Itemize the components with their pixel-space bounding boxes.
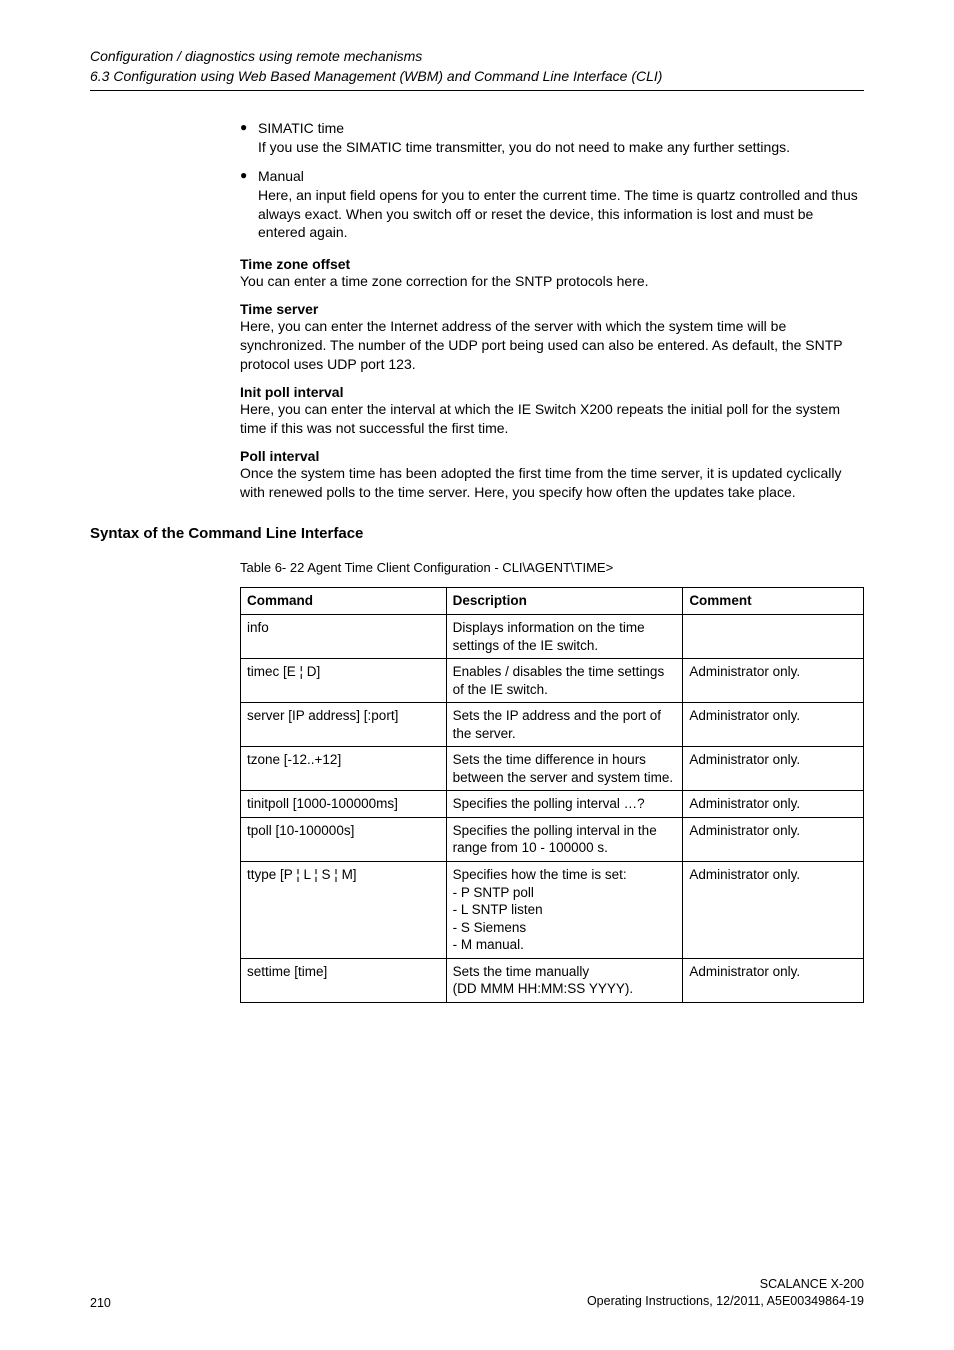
body-content: SIMATIC time If you use the SIMATIC time… [240,119,864,1003]
cell-comment: Administrator only. [683,791,864,818]
cell-command: server [IP address] [:port] [241,703,447,747]
section-body: Here, you can enter the Internet address… [240,317,864,374]
cell-description: Specifies the polling interval …? [446,791,683,818]
table-header-description: Description [446,588,683,615]
list-item-body: If you use the SIMATIC time transmitter,… [258,138,864,157]
cell-comment [683,615,864,659]
running-header-subtitle: 6.3 Configuration using Web Based Manage… [90,68,864,91]
footer-doc-info: Operating Instructions, 12/2011, A5E0034… [90,1293,864,1310]
cell-description: Specifies the polling interval in the ra… [446,817,683,861]
cell-command: settime [time] [241,958,447,1002]
list-item: SIMATIC time If you use the SIMATIC time… [240,119,864,157]
list-item-title: SIMATIC time [258,119,864,138]
cell-description: Sets the time manually(DD MMM HH:MM:SS Y… [446,958,683,1002]
section-heading: Poll interval [240,448,864,464]
section-body: You can enter a time zone correction for… [240,272,864,291]
cell-comment: Administrator only. [683,817,864,861]
section-body: Once the system time has been adopted th… [240,464,864,502]
table-row: tpoll [10-100000s]Specifies the polling … [241,817,864,861]
cell-description: Displays information on the time setting… [446,615,683,659]
cell-command: ttype [P ¦ L ¦ S ¦ M] [241,862,447,959]
footer-product: SCALANCE X-200 [90,1276,864,1293]
running-header-title: Configuration / diagnostics using remote… [90,48,864,68]
footer-page-number: 210 [90,1296,111,1310]
cell-comment: Administrator only. [683,862,864,959]
section-heading: Init poll interval [240,384,864,400]
table-row: tinitpoll [1000-100000ms]Specifies the p… [241,791,864,818]
section-heading: Time server [240,301,864,317]
table-row: tzone [-12..+12]Sets the time difference… [241,747,864,791]
cell-comment: Administrator only. [683,958,864,1002]
table-header-command: Command [241,588,447,615]
list-item: Manual Here, an input field opens for yo… [240,167,864,243]
section-body: Here, you can enter the interval at whic… [240,400,864,438]
table-header-comment: Comment [683,588,864,615]
section-heading: Time zone offset [240,256,864,272]
cli-table-body: infoDisplays information on the time set… [241,615,864,1003]
cell-command: tinitpoll [1000-100000ms] [241,791,447,818]
page-footer: SCALANCE X-200 Operating Instructions, 1… [90,1276,864,1310]
cell-command: tpoll [10-100000s] [241,817,447,861]
cell-command: tzone [-12..+12] [241,747,447,791]
table-row: ttype [P ¦ L ¦ S ¦ M]Specifies how the t… [241,862,864,959]
cell-comment: Administrator only. [683,659,864,703]
table-caption: Table 6- 22 Agent Time Client Configurat… [240,560,864,575]
cell-description: Enables / disables the time settings of … [446,659,683,703]
list-item-title: Manual [258,167,864,186]
cell-description: Sets the time difference in hours betwee… [446,747,683,791]
page-container: Configuration / diagnostics using remote… [0,0,954,1350]
cell-comment: Administrator only. [683,747,864,791]
cli-table: Command Description Comment infoDisplays… [240,587,864,1002]
cell-description: Specifies how the time is set:- P SNTP p… [446,862,683,959]
bullet-list: SIMATIC time If you use the SIMATIC time… [240,119,864,242]
cell-command: info [241,615,447,659]
cell-command: timec [E ¦ D] [241,659,447,703]
cell-description: Sets the IP address and the port of the … [446,703,683,747]
cell-comment: Administrator only. [683,703,864,747]
cli-section-heading: Syntax of the Command Line Interface [90,525,864,542]
table-row: timec [E ¦ D]Enables / disables the time… [241,659,864,703]
table-row: infoDisplays information on the time set… [241,615,864,659]
table-row: settime [time]Sets the time manually(DD … [241,958,864,1002]
table-header-row: Command Description Comment [241,588,864,615]
table-row: server [IP address] [:port]Sets the IP a… [241,703,864,747]
list-item-body: Here, an input field opens for you to en… [258,186,864,243]
